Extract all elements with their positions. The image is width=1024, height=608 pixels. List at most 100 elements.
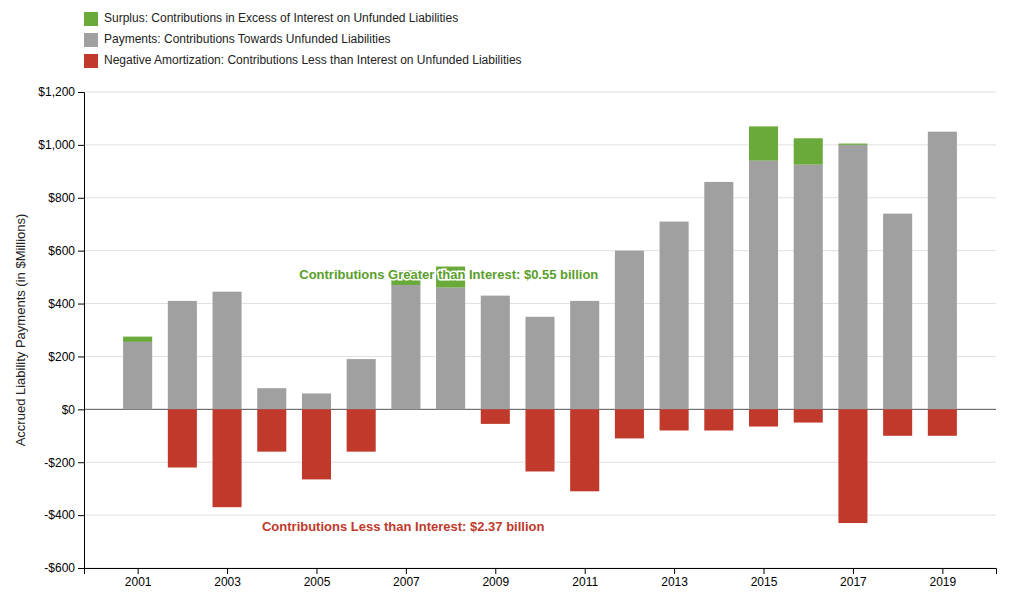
bar [302,409,331,479]
x-tick: 2017 [840,568,867,589]
y-tick-label: $400 [48,297,75,311]
x-tick-label: 2003 [214,575,241,589]
bar [436,288,465,410]
bar [838,145,867,409]
bar [257,388,286,409]
y-tick-mark [78,462,84,463]
bar [794,138,823,164]
bar [883,409,912,435]
x-tick-mark [138,568,139,574]
y-tick-mark [78,251,84,252]
bar [883,214,912,410]
y-tick-mark [78,304,84,305]
bar [436,409,465,410]
x-tick-mark [674,568,675,574]
x-tick-label: 2011 [572,575,598,589]
bar [615,409,644,438]
bar [168,301,197,409]
legend-item: Negative Amortization: Contributions Les… [84,53,522,68]
bar [168,409,197,467]
bar [704,182,733,409]
x-tick-label: 2017 [840,575,867,589]
grid [84,92,996,568]
bar [391,409,420,410]
y-tick-mark [78,92,84,93]
x-tick-label: 2001 [125,575,152,589]
legend-swatch [84,12,98,26]
x-tick-mark [227,568,228,574]
bar [347,359,376,409]
x-tick: 2011 [572,568,598,589]
x-tick-label: 2019 [930,575,957,589]
bar [660,222,689,410]
bar [570,301,599,409]
y-tick-label: -$400 [44,508,75,522]
bar [794,409,823,422]
bar [660,409,689,430]
x-tick: 2013 [661,568,688,589]
y-axis-title: Accrued Liability Payments (in $Millions… [13,214,28,447]
y-tick: $800 [48,191,84,205]
bar [928,409,957,435]
y-tick-label: $0 [62,403,76,417]
y-tick-mark [78,198,84,199]
bar [123,337,152,342]
y-tick: $400 [48,297,84,311]
y-tick-mark [78,409,84,410]
x-tick-mark [942,568,943,574]
x-tick: 2003 [214,568,241,589]
y-tick: $0 [62,403,84,417]
legend-label: Payments: Contributions Towards Unfunded… [104,32,391,46]
bar [615,251,644,410]
x-tick-label: 2015 [751,575,778,589]
y-tick: -$200 [44,456,84,470]
legend-item: Payments: Contributions Towards Unfunded… [84,32,391,47]
x-tick: 2009 [482,568,509,589]
bar [257,409,286,451]
bar [928,132,957,410]
y-tick-label: -$600 [44,561,75,575]
y-tick-label: -$200 [44,456,75,470]
x-tick: 2019 [930,568,957,589]
bar [123,409,152,410]
bar [481,409,510,424]
bar [794,165,823,410]
y-tick: $200 [48,350,84,364]
x-tick-mark [585,568,586,574]
bars [123,126,957,523]
y-tick-label: $600 [48,244,75,258]
x-tick-mark [406,568,407,574]
x-tick: 2007 [393,568,420,589]
bar [213,409,242,507]
x-tick-mark [764,568,765,574]
y-tick-mark [78,515,84,516]
annotation: Contributions Greater than Interest: $0.… [299,267,598,282]
bar [749,409,778,426]
x-tick-label: 2007 [393,575,420,589]
bar [749,161,778,410]
x-tick-mark [853,568,854,574]
y-tick-label: $800 [48,191,75,205]
bar [391,285,420,409]
bar [570,409,599,491]
y-tick-label: $200 [48,350,75,364]
bar [704,409,733,430]
bar [838,409,867,523]
x-axis: 2001200320052007200920112013201520172019 [85,568,997,589]
y-tick-mark [78,145,84,146]
x-axis-line [85,569,997,575]
bar [481,296,510,410]
y-axis: -$600-$400-$200$0$200$400$600$800$1,000$… [38,85,84,575]
y-tick: -$400 [44,508,84,522]
grid-line [84,92,996,93]
annotation: Contributions Less than Interest: $2.37 … [262,519,544,534]
y-tick-label: $1,000 [38,138,75,152]
x-tick-mark [495,568,496,574]
bar [838,144,867,145]
x-tick: 2001 [125,568,152,589]
bar [525,317,554,410]
bar [123,342,152,409]
y-tick: $600 [48,244,84,258]
legend-label: Surplus: Contributions in Excess of Inte… [104,11,458,25]
legend: Surplus: Contributions in Excess of Inte… [84,11,522,68]
